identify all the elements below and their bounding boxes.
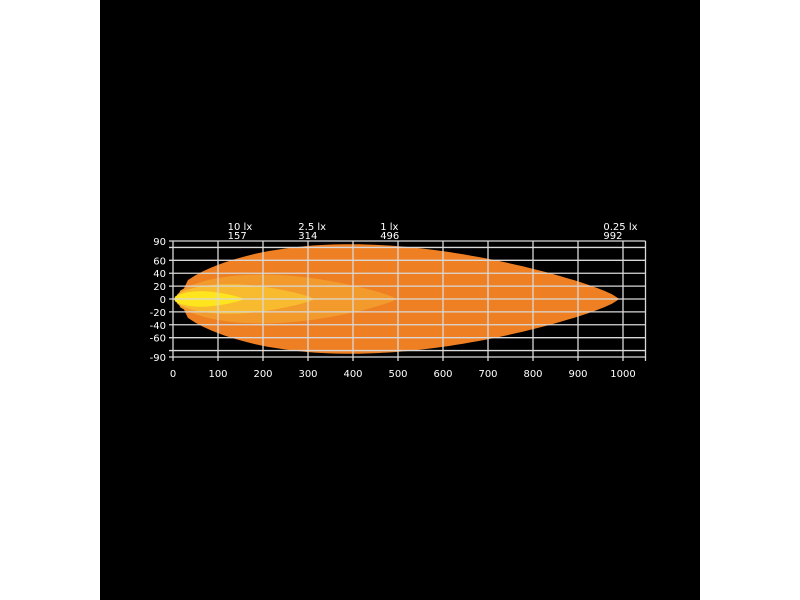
distance-label: 314 [298, 231, 317, 242]
distance-label: 157 [228, 231, 247, 242]
x-tick-label: 100 [208, 369, 227, 380]
y-tick-label: -60 [150, 334, 166, 345]
x-tick-label: 500 [388, 369, 407, 380]
y-tick-label: 60 [153, 256, 166, 267]
x-tick-label: 200 [253, 369, 272, 380]
x-tick-label: 600 [433, 369, 452, 380]
lux-label: 1 lx [380, 222, 398, 233]
x-tick-label: 800 [523, 369, 542, 380]
y-tick-label: -40 [150, 321, 166, 332]
distance-label: 992 [603, 231, 622, 242]
y-tick-label: 90 [153, 237, 166, 248]
lux-label: 2.5 lx [298, 222, 326, 233]
y-tick-label: 20 [153, 282, 166, 293]
y-tick-label: 40 [153, 269, 166, 280]
y-tick-label: -20 [150, 308, 166, 319]
x-tick-label: 400 [343, 369, 362, 380]
x-tick-label: 700 [478, 369, 497, 380]
x-tick-label: 0 [170, 369, 176, 380]
x-tick-label: 900 [568, 369, 587, 380]
y-tick-label: 0 [160, 295, 166, 306]
lux-label: 0.25 lx [603, 222, 637, 233]
x-tick-label: 1000 [610, 369, 635, 380]
distance-label: 496 [380, 231, 399, 242]
lux-label: 10 lx [228, 222, 253, 233]
x-tick-label: 300 [298, 369, 317, 380]
y-tick-label: -90 [150, 353, 166, 364]
